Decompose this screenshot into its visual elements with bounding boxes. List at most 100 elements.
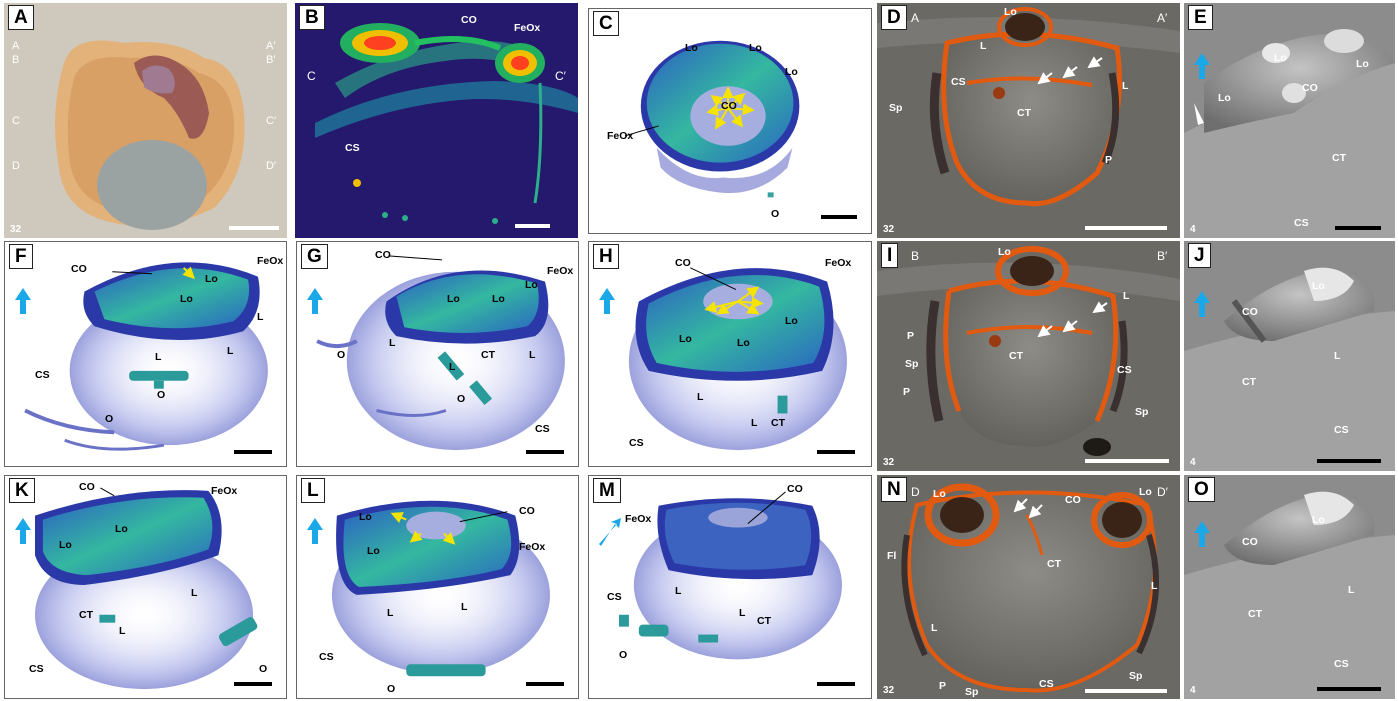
label-lo: Lo [1139,486,1152,498]
label-co: CO [375,249,391,261]
label-co: CO [79,481,95,493]
panel-d-label: D [881,5,907,30]
panel-j-label: J [1188,243,1211,268]
panel-e-label: E [1188,5,1213,30]
label-l: L [227,345,234,357]
label-co: CO [1302,82,1318,94]
label-lo: Lo [785,66,798,78]
section-marker-a: A [911,11,920,25]
arrow-icon [599,288,615,314]
label-feox: FeOx [825,257,852,269]
label-feox: FeOx [211,485,238,497]
arrow-icon [599,518,621,546]
label-p: P [1105,154,1113,166]
label-lo: Lo [933,488,946,500]
label-lo: Lo [998,246,1011,258]
label-o: O [337,349,346,361]
panel-h-scale-bar [817,450,855,454]
label-lo: Lo [1218,92,1231,104]
label-co: CO [1065,494,1081,506]
label-cs: CS [1334,424,1349,436]
panel-e-sem [1184,3,1395,238]
label-sp: Sp [889,102,903,114]
label-lo: Lo [447,293,460,305]
label-co: CO [71,263,87,275]
label-fl: Fl [887,550,897,562]
label-cs: CS [29,663,44,675]
label-lo: Lo [685,42,698,54]
label-ct: CT [1017,107,1031,119]
label-feox: FeOx [514,22,541,34]
panel-l: L CO FeOx Lo Lo L L CS O [296,475,579,699]
panel-i-scale-bar [1085,459,1169,463]
label-co: CO [1242,306,1258,318]
label-l: L [931,622,938,634]
label-ct: CT [1242,376,1256,388]
label-lo: Lo [180,293,193,305]
panel-m-scale-bar [817,682,855,686]
panel-a-photo [4,3,287,238]
panel-c-scale-bar [821,215,857,219]
label-feox: FeOx [257,255,284,267]
arrow-icon [15,288,31,314]
panel-n-label: N [881,477,907,502]
arrow-icon [1194,291,1210,317]
label-lo: Lo [1004,6,1017,18]
panel-l-scale-bar [526,682,564,686]
label-ct: CT [1248,608,1262,620]
label-feox: FeOx [607,130,634,142]
section-marker-c: C [12,115,20,127]
panel-j-magnification: 4 [1190,457,1196,468]
arrow-icon [1194,521,1210,547]
panel-h-reconstruction [628,267,847,451]
panel-b-scale-bar [515,224,550,228]
panel-f: F CO FeOx Lo Lo L L L CS O O [4,241,287,467]
label-cs: CS [1117,364,1132,376]
section-marker-b-prime: B′ [1157,249,1168,263]
panel-n: N D D′ Lo Lo CO CT Fl L L P Sp Sp CS 32 [877,475,1180,699]
label-co: CO [675,257,691,269]
panel-c-label: C [593,11,619,36]
panel-k: K CO FeOx Lo Lo L L CT CS O [4,475,287,699]
label-l: L [155,351,162,363]
label-sp: Sp [1129,670,1143,682]
label-o: O [387,683,396,695]
label-cs: CS [35,369,50,381]
panel-g-reconstruction [316,255,565,451]
panel-f-scale-bar [234,450,272,454]
label-lo: Lo [749,42,762,54]
label-cs: CS [319,651,334,663]
panel-c-reconstruction [624,40,800,198]
panel-k-label: K [9,478,35,503]
label-co: CO [461,14,477,26]
panel-j: J Lo CO CT L CS 4 [1184,241,1395,471]
panel-n-magnification: 32 [883,685,895,696]
label-lo: Lo [359,511,372,523]
panel-d: D A A′ Lo L L CS Sp CT P 32 [877,3,1180,238]
label-p: P [939,680,947,692]
label-o: O [157,389,166,401]
label-feox: FeOx [519,541,546,553]
label-l: L [449,361,456,373]
label-o: O [619,649,628,661]
label-l: L [1122,80,1129,92]
panel-c: C Lo Lo Lo CO FeOx O [588,8,872,234]
label-lo: Lo [492,293,505,305]
label-lo: Lo [679,333,692,345]
label-lo: Lo [115,523,128,535]
label-l: L [461,601,468,613]
label-sp: Sp [965,686,979,698]
section-marker-d-prime: D′ [266,160,277,172]
label-l: L [191,587,198,599]
label-cs: CS [1039,678,1054,690]
label-l: L [675,585,682,597]
label-l: L [257,311,264,323]
panel-b: B CO FeOx C C′ CS [295,3,578,238]
panel-g-scale-bar [526,450,564,454]
panel-o-scale-bar [1317,687,1381,691]
panel-f-label: F [9,244,33,269]
label-o: O [771,208,780,220]
label-lo: Lo [785,315,798,327]
section-marker-a-prime: A′ [266,40,276,52]
label-p: P [903,386,911,398]
